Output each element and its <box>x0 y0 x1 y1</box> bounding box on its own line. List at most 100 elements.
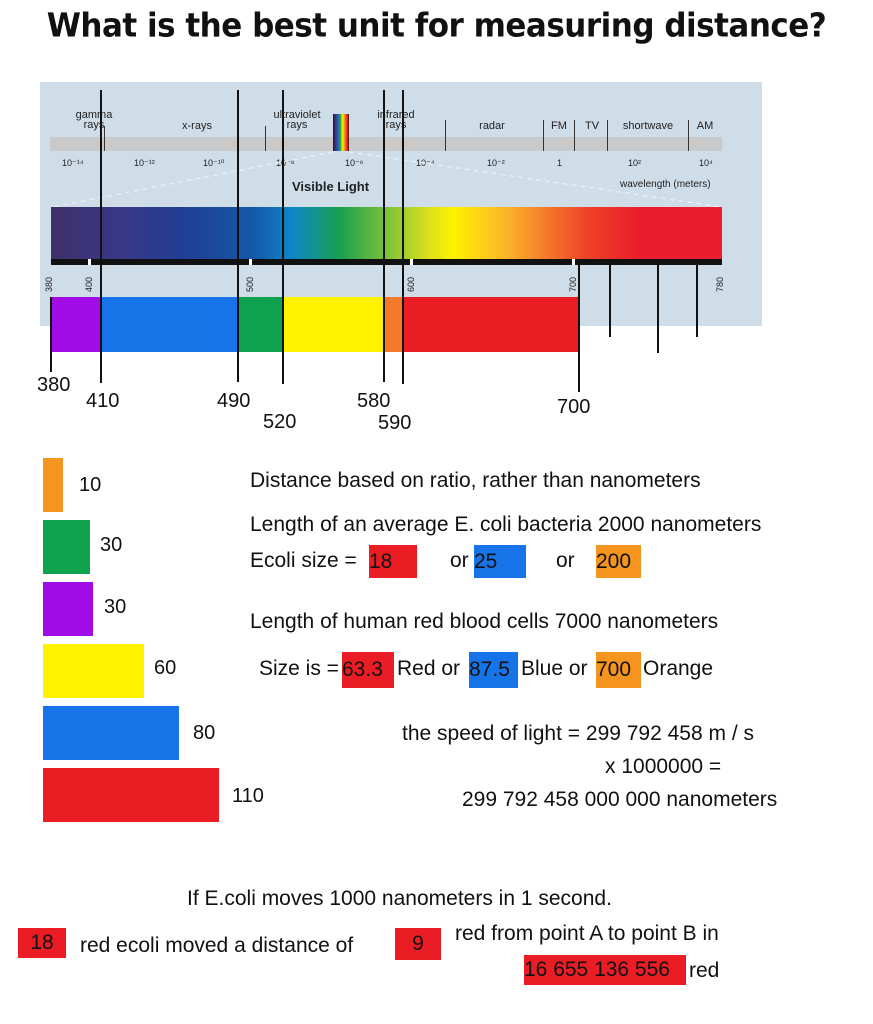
spectrum-panel <box>40 82 762 326</box>
size-is-label: Size is = <box>259 657 339 680</box>
band-yellow <box>283 297 385 352</box>
visible-light-label: Visible Light <box>292 179 370 194</box>
rbc-blue-box: 87.5 <box>469 652 518 688</box>
em-separator <box>104 126 105 151</box>
nm-tick-label: 500 <box>245 276 255 292</box>
rbc-red-value: 63.3 <box>342 658 383 681</box>
em-separator <box>543 120 544 151</box>
legend-bar-orange <box>43 458 63 512</box>
boundary-label: 490 <box>217 390 251 412</box>
big-number-box: 16 655 136 556 <box>524 955 686 985</box>
em-label-infrared: infrared rays <box>377 109 415 131</box>
nm-tick-label: 380 <box>44 276 54 292</box>
em-label-shortwave: shortwave <box>622 120 674 132</box>
em-label-ultraviolet: ultraviolet rays <box>273 109 321 131</box>
box-18: 18 <box>18 928 66 958</box>
visible-spectrum-gradient <box>51 207 722 259</box>
wavelength-label: wavelength (meters) <box>620 179 711 190</box>
em-separator <box>265 126 266 151</box>
visible-light-stripe <box>333 114 349 151</box>
legend-bar-yellow <box>43 644 144 698</box>
legend-value: 80 <box>193 722 216 744</box>
orange-word: Orange <box>643 657 714 680</box>
boundary-label: 380 <box>37 374 71 396</box>
nm-tick-label: 600 <box>406 276 416 292</box>
exponent-label: 10⁻⁶ <box>345 158 364 168</box>
em-label-xrays: x-rays <box>182 120 212 132</box>
band-green <box>238 297 283 352</box>
big-number-value: 16 655 136 556 <box>524 958 670 981</box>
boundary-label: 580 <box>357 390 391 412</box>
em-separator <box>607 120 608 151</box>
exponent-label: 10⁻¹² <box>134 158 155 168</box>
legend-bar-green <box>43 520 90 574</box>
exponent-label: 10⁴ <box>699 158 713 168</box>
legend-bar-red <box>43 768 219 822</box>
ecoli-moves-text: If E.coli moves 1000 nanometers in 1 sec… <box>187 887 612 910</box>
band-blue <box>101 297 238 352</box>
speed-of-light-text: the speed of light = 299 792 458 m / s <box>402 722 754 745</box>
scale-tick <box>410 259 413 265</box>
ecoli-size-orange: 200 <box>596 550 632 573</box>
scale-line <box>657 265 659 353</box>
scale-tick <box>572 259 575 265</box>
scale-tick <box>88 259 91 265</box>
ecoli-length-text: Length of an average E. coli bacteria 20… <box>250 513 762 536</box>
blue-or-text: Blue or <box>521 657 588 680</box>
boundary-label: 700 <box>557 396 591 418</box>
nm-tick-label: 700 <box>568 276 578 292</box>
exponent-label: 10⁻⁴ <box>416 158 435 168</box>
rbc-blue-value: 87.5 <box>469 658 510 681</box>
ecoli-size-label: Ecoli size = <box>250 549 357 572</box>
em-spectrum-bar <box>50 137 722 151</box>
scale-line <box>609 265 611 337</box>
legend-value: 30 <box>104 596 127 618</box>
red-ecoli-moved-text: red ecoli moved a distance of <box>80 934 354 957</box>
em-label-tv: TV <box>584 120 600 132</box>
nm-tick-label: 400 <box>84 276 94 292</box>
boundary-line-380 <box>50 297 52 372</box>
ecoli-size-orange-box: 200 <box>596 545 641 578</box>
em-label-am: AM <box>696 120 714 132</box>
boundary-label: 520 <box>263 411 297 433</box>
legend-value: 60 <box>154 657 177 679</box>
boundary-line-590 <box>402 90 404 384</box>
band-violet <box>51 297 101 352</box>
box-18-value: 18 <box>30 931 54 954</box>
legend-value: 10 <box>79 474 102 496</box>
em-label-gamma: gamma rays <box>75 109 113 131</box>
boundary-line-490 <box>237 90 239 382</box>
em-label-radar: radar <box>479 120 505 132</box>
rbc-orange-value: 700 <box>596 658 632 681</box>
band-red <box>403 297 579 352</box>
nm-tick-label: 780 <box>715 276 725 292</box>
legend-value: 30 <box>100 534 123 556</box>
nm-scale-strip <box>51 259 722 265</box>
em-separator <box>445 120 446 151</box>
em-separator <box>574 120 575 151</box>
box-9-value: 9 <box>412 932 424 955</box>
exponent-label: 10² <box>628 158 642 168</box>
red-word: red <box>689 959 720 982</box>
page-title: What is the best unit for measuring dist… <box>46 7 827 45</box>
em-separator <box>688 120 689 151</box>
exponent-label: 10⁻² <box>487 158 505 168</box>
zoom-lines <box>51 151 723 208</box>
or-text: or <box>556 549 575 572</box>
boundary-label: 590 <box>378 412 412 434</box>
ecoli-size-red: 18 <box>369 550 393 573</box>
ecoli-size-red-box: 18 <box>369 545 417 578</box>
scale-line <box>696 265 698 337</box>
exponent-label: 10⁻¹⁰ <box>203 158 225 168</box>
red-from-text: red from point A to point B in <box>455 922 719 945</box>
scale-tick <box>249 259 252 265</box>
ecoli-size-blue: 25 <box>474 550 498 573</box>
exponent-label: 10⁻⁸ <box>276 158 295 168</box>
exponent-label: 1 <box>557 158 563 168</box>
ratio-text: Distance based on ratio, rather than nan… <box>250 469 701 492</box>
or-text: or <box>450 549 469 572</box>
nanometers-text: 299 792 458 000 000 nanometers <box>462 788 778 811</box>
boundary-label: 410 <box>86 390 120 412</box>
multiplier-text: x 1000000 = <box>605 755 722 778</box>
boundary-line-520 <box>282 90 284 384</box>
